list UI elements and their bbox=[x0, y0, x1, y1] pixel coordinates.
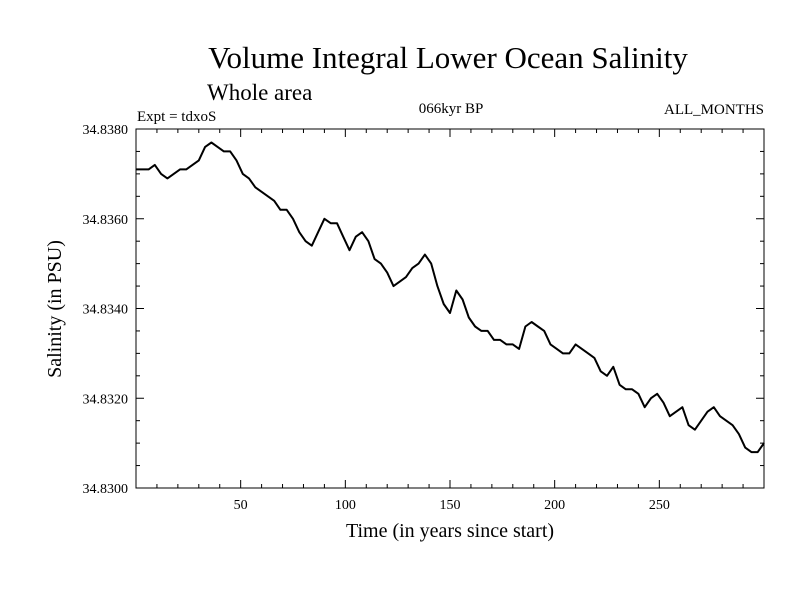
x-tick-labels: 50 100 150 200 250 bbox=[234, 498, 670, 513]
chart-subtitle: Whole area bbox=[207, 80, 312, 105]
x-tick-label: 150 bbox=[440, 498, 461, 513]
chart-title: Volume Integral Lower Ocean Salinity bbox=[208, 40, 688, 75]
x-axis-label: Time (in years since start) bbox=[346, 520, 554, 542]
y-tick-labels: 34.8300 34.8320 34.8340 34.8360 34.8380 bbox=[83, 123, 129, 497]
y-tick-label: 34.8380 bbox=[83, 123, 129, 138]
plot-frame bbox=[135, 128, 765, 489]
months-label: ALL_MONTHS bbox=[664, 102, 764, 118]
period-label: 066kyr BP bbox=[419, 101, 484, 117]
x-tick-label: 250 bbox=[649, 498, 670, 513]
axis-ticks bbox=[136, 129, 764, 488]
x-tick-label: 200 bbox=[544, 498, 565, 513]
experiment-label: Expt = tdxoS bbox=[137, 109, 216, 125]
y-axis-label: Salinity (in PSU) bbox=[44, 240, 66, 378]
y-tick-label: 34.8300 bbox=[83, 482, 129, 497]
y-tick-label: 34.8340 bbox=[83, 303, 129, 318]
x-tick-label: 50 bbox=[234, 498, 248, 513]
x-tick-label: 100 bbox=[335, 498, 356, 513]
salinity-series-line bbox=[136, 141, 765, 454]
y-tick-label: 34.8360 bbox=[83, 213, 129, 228]
y-tick-label: 34.8320 bbox=[83, 392, 129, 407]
